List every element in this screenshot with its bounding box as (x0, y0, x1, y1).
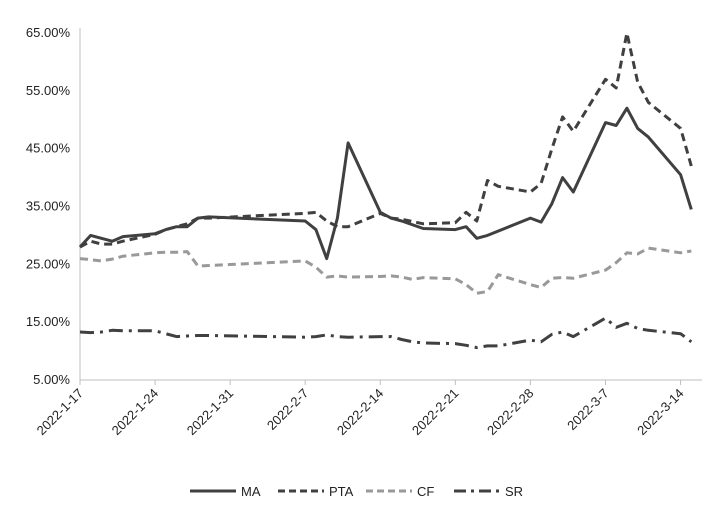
x-tick-label: 2022-1-31 (184, 386, 237, 439)
y-tick-label: 45.00% (26, 141, 71, 156)
series-line-sr (79, 316, 693, 350)
legend-label-pta: PTA (329, 484, 354, 499)
legend: MA PTA CF SR (190, 484, 523, 499)
y-tick-label: 15.00% (26, 314, 71, 329)
y-axis: 5.00% 15.00% 25.00% 35.00% 45.00% 55.00% 65.00… (26, 25, 81, 387)
x-tick-label: 2022-2-21 (409, 386, 462, 439)
series-line-ma (78, 106, 693, 261)
series-lines (78, 31, 693, 350)
y-tick-label: 55.00% (26, 83, 71, 98)
x-tick-label: 2022-1-17 (34, 386, 87, 439)
x-tick-label: 2022-2-7 (264, 386, 311, 433)
legend-label-cf: CF (417, 484, 434, 499)
y-tick-label: 25.00% (26, 256, 71, 271)
x-tick-label: 2022-3-14 (634, 386, 687, 439)
x-tick-label: 2022-2-14 (334, 386, 387, 439)
legend-label-sr: SR (505, 484, 523, 499)
legend-label-ma: MA (241, 484, 261, 499)
x-tick-label: 2022-3-7 (564, 386, 611, 433)
y-tick-label: 35.00% (26, 199, 71, 214)
series-line-cf (79, 246, 692, 295)
x-axis: 2022-1-17 2022-1-24 2022-1-31 2022-2-7 2022-… (34, 379, 702, 439)
series-line-pta (79, 31, 693, 249)
y-tick-label: 5.00% (33, 372, 70, 387)
x-tick-label: 2022-2-28 (484, 386, 537, 439)
x-tick-label: 2022-1-24 (109, 386, 162, 439)
y-tick-label: 65.00% (26, 25, 71, 40)
